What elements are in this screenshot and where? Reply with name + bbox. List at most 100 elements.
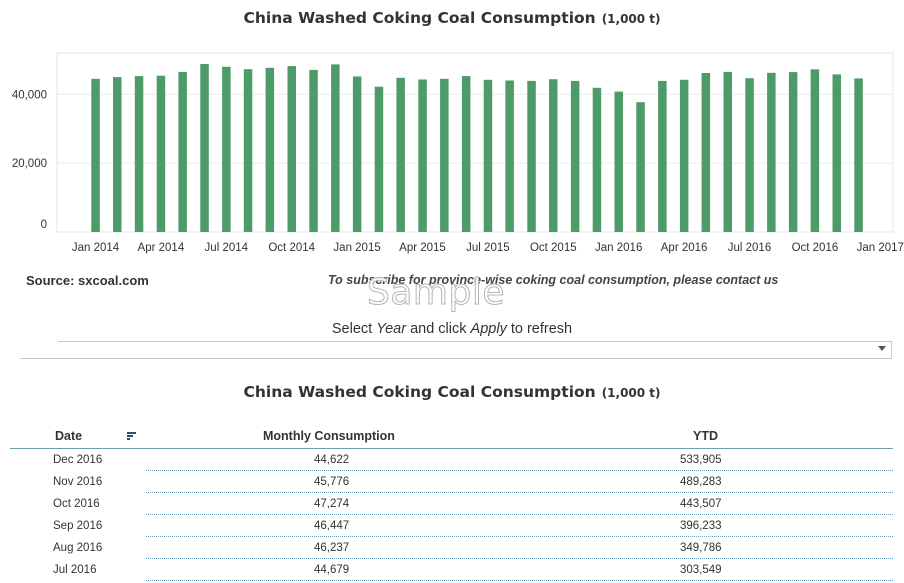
column-header-monthly[interactable]: Monthly Consumption <box>263 429 395 443</box>
bar-mar-2015[interactable] <box>396 77 405 232</box>
bar-dec-2016[interactable] <box>854 78 863 233</box>
table-header: Date Monthly Consumption YTD <box>10 424 893 449</box>
cell-date: Sep 2016 <box>53 520 103 532</box>
x-tick-label: Jul 2015 <box>466 242 509 254</box>
x-tick-label: Jul 2014 <box>205 242 249 254</box>
cell-ytd: 303,549 <box>680 564 722 576</box>
x-tick-label: Jan 2015 <box>333 242 380 254</box>
chevron-down-icon[interactable] <box>878 346 886 351</box>
x-tick-label: Apr 2016 <box>661 242 708 254</box>
bar-nov-2014[interactable] <box>309 69 318 233</box>
bar-apr-2015[interactable] <box>418 79 427 233</box>
column-header-ytd[interactable]: YTD <box>693 429 718 443</box>
x-tick-label: Jan 2014 <box>72 242 120 254</box>
cell-date: Oct 2016 <box>53 498 100 510</box>
chart-title-text: China Washed Coking Coal Consumption <box>243 9 596 27</box>
x-tick-label: Jul 2016 <box>728 242 771 254</box>
consumption-table: Date Monthly Consumption YTD Dec 2016 44… <box>10 424 893 581</box>
table-row: Sep 2016 46,447 396,233 <box>10 515 893 537</box>
bar-feb-2016[interactable] <box>636 102 645 232</box>
table-row: Nov 2016 45,776 489,283 <box>10 471 893 493</box>
table-title-unit: (1,000 t) <box>601 386 661 400</box>
plot-border <box>56 52 894 233</box>
bar-dec-2015[interactable] <box>592 87 602 232</box>
bar-feb-2015[interactable] <box>374 86 384 232</box>
row-divider <box>146 536 893 537</box>
cell-monthly: 46,237 <box>314 542 350 554</box>
bar-oct-2015[interactable] <box>549 79 558 232</box>
chart-bars <box>91 64 863 233</box>
bar-mar-2016[interactable] <box>658 80 667 233</box>
bar-apr-2016[interactable] <box>679 79 689 232</box>
bar-nov-2015[interactable] <box>570 80 580 233</box>
bar-aug-2014[interactable] <box>243 69 253 232</box>
bar-jan-2016[interactable] <box>614 91 624 232</box>
cell-date: Nov 2016 <box>53 476 103 488</box>
instruction-year: Year <box>376 321 407 337</box>
bar-dec-2014[interactable] <box>331 64 340 233</box>
bar-apr-2014[interactable] <box>156 75 166 232</box>
sort-icon[interactable] <box>127 432 136 441</box>
cell-monthly: 44,622 <box>314 454 350 466</box>
refresh-instruction: Select Year and click Apply to refresh <box>0 321 904 337</box>
cell-monthly: 46,447 <box>314 520 350 532</box>
year-select[interactable] <box>20 341 892 359</box>
row-divider <box>146 558 893 559</box>
x-axis: Jan 2014 Apr 2014 Jul 2014 Oct 2014 Jan 2015… <box>72 242 904 254</box>
cell-date: Aug 2016 <box>53 542 103 554</box>
x-tick-label: Jan 2016 <box>595 242 642 254</box>
cell-date: Dec 2016 <box>53 454 103 466</box>
column-header-date[interactable]: Date <box>55 429 83 443</box>
subscribe-note[interactable]: To subscribe for province-wise coking co… <box>328 273 779 287</box>
table-row: Aug 2016 46,237 349,786 <box>10 537 893 559</box>
x-tick-label: Oct 2014 <box>268 242 315 254</box>
cell-ytd: 443,507 <box>680 498 722 510</box>
bar-jul-2016[interactable] <box>745 78 754 232</box>
y-axis: 0 20,000 40,000 <box>12 89 47 231</box>
bar-may-2016[interactable] <box>701 73 711 232</box>
cell-ytd: 396,233 <box>680 520 722 532</box>
bar-nov-2016[interactable] <box>832 74 842 233</box>
bar-oct-2014[interactable] <box>287 66 297 232</box>
bar-jan-2015[interactable] <box>352 76 362 233</box>
bar-jun-2016[interactable] <box>723 71 733 233</box>
bar-aug-2016[interactable] <box>767 72 776 232</box>
x-tick-label: Apr 2015 <box>399 242 446 254</box>
instruction-middle: and click <box>406 321 471 337</box>
x-tick-label: Jan 2017 <box>857 242 904 254</box>
bar-sep-2015[interactable] <box>527 80 536 233</box>
cell-monthly: 45,776 <box>314 476 350 488</box>
bar-sep-2014[interactable] <box>265 67 275 232</box>
bar-jan-2014[interactable] <box>91 78 100 232</box>
bar-mar-2014[interactable] <box>134 76 144 232</box>
row-divider <box>146 514 893 515</box>
x-tick-label: Oct 2015 <box>530 242 577 254</box>
table-body: Dec 2016 44,622 533,905 Nov 2016 45,776 … <box>10 449 893 581</box>
bar-sep-2016[interactable] <box>788 72 798 232</box>
bar-jul-2014[interactable] <box>222 66 231 232</box>
bar-oct-2016[interactable] <box>810 69 820 232</box>
row-divider <box>146 492 893 493</box>
chart-title: China Washed Coking Coal Consumption (1,0… <box>0 9 904 27</box>
y-tick-label: 20,000 <box>12 158 47 170</box>
bar-feb-2014[interactable] <box>113 77 122 232</box>
bar-aug-2015[interactable] <box>505 80 514 233</box>
bar-jul-2015[interactable] <box>483 79 493 232</box>
bar-may-2014[interactable] <box>178 71 187 233</box>
row-divider <box>146 580 893 581</box>
bar-jun-2015[interactable] <box>461 76 471 232</box>
cell-ytd: 533,905 <box>680 454 722 466</box>
row-divider <box>146 470 893 471</box>
cell-ytd: 489,283 <box>680 476 722 488</box>
chart-title-unit: (1,000 t) <box>601 12 661 26</box>
bar-may-2015[interactable] <box>440 78 449 232</box>
table-row: Dec 2016 44,622 533,905 <box>10 449 893 471</box>
instruction-suffix: to refresh <box>506 321 573 337</box>
x-tick-label: Apr 2014 <box>138 242 185 254</box>
y-tick-label: 0 <box>41 219 47 231</box>
cell-date: Jul 2016 <box>53 564 97 576</box>
instruction-prefix: Select <box>331 321 377 337</box>
bar-jun-2014[interactable] <box>200 64 209 232</box>
cell-monthly: 44,679 <box>314 564 350 576</box>
source-label: Source: sxcoal.com <box>26 273 149 288</box>
